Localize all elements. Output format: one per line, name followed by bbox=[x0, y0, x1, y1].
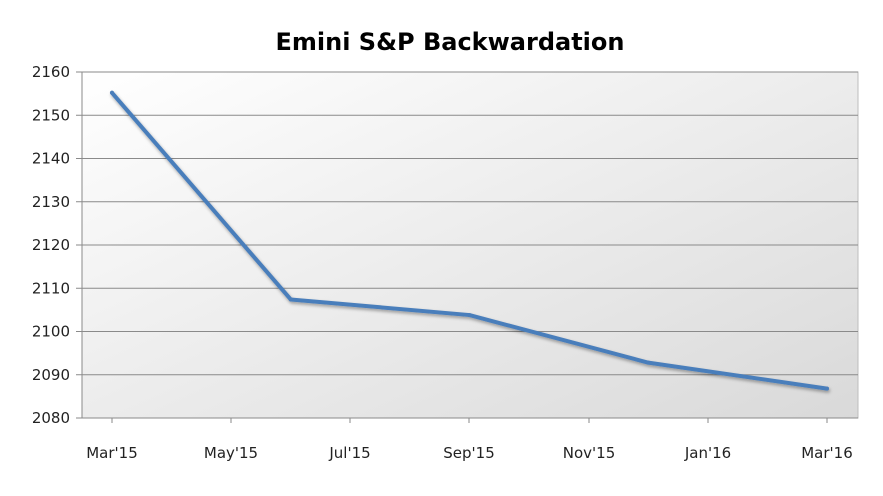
y-tick-label: 2090 bbox=[32, 366, 70, 384]
x-tick-label: Jul'15 bbox=[328, 444, 370, 462]
series-layer bbox=[110, 90, 829, 391]
y-tick-label: 2100 bbox=[32, 323, 70, 341]
data-point bbox=[288, 297, 293, 302]
data-point bbox=[825, 386, 829, 391]
y-tick-label: 2130 bbox=[32, 193, 70, 211]
y-axis-labels: 2080 2090 2100 2110 2120 2130 2140 2150 2160 bbox=[32, 63, 70, 427]
x-tick-label: Mar'16 bbox=[801, 444, 853, 462]
data-point bbox=[646, 360, 651, 365]
chart-title: Emini S&P Backwardation bbox=[276, 28, 625, 56]
y-tick-label: 2120 bbox=[32, 236, 70, 254]
x-tick-label: Mar'15 bbox=[86, 444, 138, 462]
x-tick-label: May'15 bbox=[204, 444, 258, 462]
y-tick-label: 2160 bbox=[32, 63, 70, 81]
x-axis-labels: Mar'15 May'15 Jul'15 Sep'15 Nov'15 Jan'16 Mar'… bbox=[86, 418, 853, 462]
y-tick-label: 2110 bbox=[32, 279, 70, 297]
x-tick-label: Sep'15 bbox=[443, 444, 494, 462]
x-tick-label: Nov'15 bbox=[563, 444, 616, 462]
y-tick-label: 2080 bbox=[32, 409, 70, 427]
data-point bbox=[467, 313, 472, 318]
y-tick-label: 2150 bbox=[32, 106, 70, 124]
x-tick-label: Jan'16 bbox=[684, 444, 731, 462]
y-tick-label: 2140 bbox=[32, 150, 70, 168]
data-point bbox=[110, 90, 114, 95]
